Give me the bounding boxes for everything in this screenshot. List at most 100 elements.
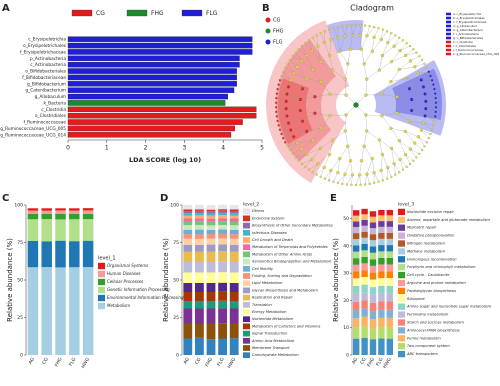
bar-segment — [194, 204, 204, 210]
clade-branch — [399, 159, 407, 168]
bar-segment — [206, 211, 216, 214]
clade-branch — [312, 37, 319, 47]
legend-swatch — [98, 302, 105, 310]
bar-segment — [386, 221, 393, 227]
bar-segment — [386, 293, 393, 302]
legend-label: Alanine, aspartate and glutamate metabol… — [406, 218, 490, 222]
legend-swatch — [243, 337, 250, 344]
clade-node — [427, 70, 430, 73]
clade-branch — [302, 88, 315, 97]
bar-segment — [27, 214, 39, 220]
key-swatch — [446, 24, 451, 28]
clade-branch — [286, 108, 301, 111]
clade-branch — [290, 129, 307, 132]
y-tick-label: 0 — [346, 353, 349, 359]
bar-segment — [183, 244, 193, 252]
bar-segment — [369, 211, 377, 217]
clade-node — [294, 51, 297, 54]
clade-node — [323, 177, 326, 180]
legend-label: Translation — [252, 303, 273, 307]
clade-branch — [347, 49, 351, 64]
bar-segment — [229, 338, 239, 355]
bar-segment — [206, 221, 216, 226]
clade-branch — [387, 167, 392, 177]
bar-segment — [361, 270, 368, 277]
bar-segment — [378, 232, 385, 239]
clade-branch — [425, 115, 435, 122]
bar-segment — [369, 319, 377, 329]
bar-segment — [183, 229, 193, 235]
bar-segment — [386, 278, 393, 286]
clade-node — [434, 110, 437, 113]
key-label: i: o_Clostridiales — [453, 44, 476, 48]
clade-branch — [314, 113, 331, 116]
clade-branch — [339, 146, 348, 159]
clade-branch — [345, 114, 347, 131]
legend-label: Cell Motility — [252, 267, 274, 271]
bar-segment — [378, 226, 385, 233]
clade-branch — [414, 59, 423, 67]
clade-node — [423, 62, 426, 65]
clade-node — [284, 141, 287, 144]
bar-segment — [386, 285, 393, 294]
bar-segment — [69, 210, 80, 214]
bar-segment — [378, 264, 385, 272]
bar-segment — [378, 338, 385, 355]
clade-node — [429, 74, 432, 78]
legend-label: Metabolism of Other Amino Acids — [252, 252, 312, 256]
clade-branch — [301, 140, 313, 150]
bar-segment — [361, 300, 368, 309]
bar-segment — [218, 209, 228, 211]
clade-branch — [346, 174, 353, 185]
bar-segment — [27, 267, 39, 355]
bar-segment — [386, 317, 393, 328]
clade-branch — [372, 37, 375, 52]
legend-title: level_3 — [398, 202, 414, 208]
clade-branch — [423, 122, 433, 130]
clade-branch — [330, 158, 340, 171]
bar-segment — [361, 308, 368, 317]
clade-branch — [391, 50, 401, 62]
bar-segment — [55, 219, 66, 241]
clade-branch — [320, 33, 325, 43]
clade-node — [328, 179, 331, 182]
bar — [67, 49, 253, 55]
legend-swatch — [398, 343, 405, 350]
clade-branch — [311, 148, 321, 160]
key-label: g: o_Bifidobacteriales — [453, 36, 484, 40]
clade-node — [297, 159, 300, 162]
clade-branch — [285, 136, 294, 143]
bar-segment — [183, 225, 193, 230]
bar-segment — [69, 219, 80, 242]
bar-segment — [353, 310, 360, 319]
clade-node — [275, 115, 278, 118]
clade-node — [291, 55, 294, 58]
clade-branch — [344, 160, 351, 175]
bar-segment — [369, 259, 377, 266]
clade-branch — [397, 88, 410, 97]
bar-segment — [194, 337, 204, 355]
clade-branch — [390, 78, 406, 82]
legend-swatch — [243, 301, 250, 308]
clade-branch — [399, 140, 406, 155]
clade-branch — [330, 114, 347, 116]
clade-node — [354, 23, 358, 27]
legend-swatch — [398, 248, 405, 255]
clade-highlight — [266, 20, 350, 183]
legend-swatch — [243, 309, 250, 315]
bar-segment — [41, 210, 52, 214]
legend-label: Nucleotide Metabolism — [252, 317, 294, 321]
clade-branch — [361, 146, 365, 161]
legend-label: Cell cycle - Caulobacter — [407, 273, 450, 277]
panel-letter: D — [160, 193, 168, 204]
clade-branch — [345, 79, 347, 96]
clade-branch — [418, 136, 425, 147]
bar-segment — [55, 267, 66, 355]
bar-segment — [361, 263, 368, 271]
clade-branch — [300, 110, 315, 114]
y-tick-label: g_Ruminococcaceae_UCG_005 — [0, 126, 66, 132]
clade-node — [432, 83, 435, 86]
clade-branch — [289, 59, 298, 67]
bar-segment — [218, 308, 228, 324]
clade-branch — [350, 35, 353, 50]
